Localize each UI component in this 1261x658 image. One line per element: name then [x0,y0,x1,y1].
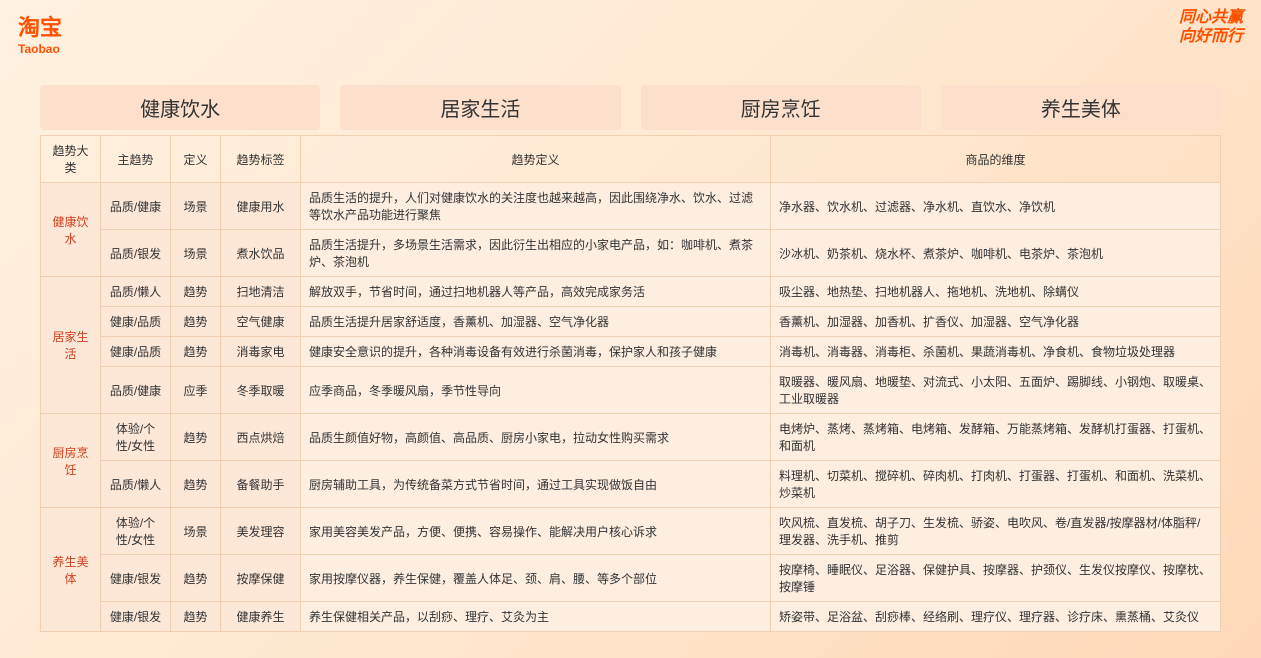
main-trend-cell: 健康/品质 [101,337,171,367]
table-header-row: 趋势大类 主趋势 定义 趋势标签 趋势定义 商品的维度 [41,136,1221,183]
table-row: 健康/银发趋势健康养生养生保健相关产品，以刮痧、理疗、艾灸为主矫姿带、足浴盆、刮… [41,602,1221,632]
trend-tag-cell: 健康养生 [221,602,301,632]
main-trend-cell: 品质/健康 [101,367,171,414]
th-category: 趋势大类 [41,136,101,183]
definition-cell: 趋势 [171,461,221,508]
tab-home-living[interactable]: 居家生活 [340,85,620,130]
main-trend-cell: 健康/银发 [101,602,171,632]
tab-kitchen[interactable]: 厨房烹饪 [641,85,921,130]
definition-cell: 趋势 [171,414,221,461]
table-row: 品质/懒人趋势备餐助手厨房辅助工具，为传统备菜方式节省时间，通过工具实现做饭自由… [41,461,1221,508]
tagline-line2: 向好而行 [1179,27,1243,46]
table-row: 品质/银发场景煮水饮品品质生活提升，多场景生活需求，因此衍生出相应的小家电产品，… [41,230,1221,277]
th-trend-desc: 趋势定义 [301,136,771,183]
product-cell: 吸尘器、地热垫、扫地机器人、拖地机、洗地机、除螨仪 [771,277,1221,307]
table-row: 品质/健康应季冬季取暖应季商品，冬季暖风扇，季节性导向取暖器、暖风扇、地暖垫、对… [41,367,1221,414]
trend-tag-cell: 备餐助手 [221,461,301,508]
main-trend-cell: 品质/懒人 [101,277,171,307]
definition-cell: 场景 [171,230,221,277]
main-trend-cell: 体验/个性/女性 [101,414,171,461]
main-trend-cell: 体验/个性/女性 [101,508,171,555]
product-cell: 吹风梳、直发梳、胡子刀、生发梳、骄姿、电吹风、卷/直发器/按摩器材/体脂秤/理发… [771,508,1221,555]
tagline-line1: 同心共赢 [1179,8,1243,27]
table-row: 健康/品质趋势消毒家电健康安全意识的提升，各种消毒设备有效进行杀菌消毒，保护家人… [41,337,1221,367]
trend-tag-cell: 健康用水 [221,183,301,230]
trend-tag-cell: 美发理容 [221,508,301,555]
category-cell: 居家生活 [41,277,101,414]
category-cell: 健康饮水 [41,183,101,277]
trend-desc-cell: 应季商品，冬季暖风扇，季节性导向 [301,367,771,414]
trend-table: 趋势大类 主趋势 定义 趋势标签 趋势定义 商品的维度 健康饮水品质/健康场景健… [40,135,1221,632]
trend-desc-cell: 品质生活的提升，人们对健康饮水的关注度也越来越高，因此围绕净水、饮水、过滤等饮水… [301,183,771,230]
trend-tag-cell: 冬季取暖 [221,367,301,414]
logo-cn: 淘宝 [18,10,62,42]
product-cell: 料理机、切菜机、搅碎机、碎肉机、打肉机、打蛋器、打蛋机、和面机、洗菜机、炒菜机 [771,461,1221,508]
category-cell: 厨房烹饪 [41,414,101,508]
main-trend-cell: 品质/懒人 [101,461,171,508]
product-cell: 净水器、饮水机、过滤器、净水机、直饮水、净饮机 [771,183,1221,230]
trend-desc-cell: 养生保健相关产品，以刮痧、理疗、艾灸为主 [301,602,771,632]
trend-desc-cell: 厨房辅助工具，为传统备菜方式节省时间，通过工具实现做饭自由 [301,461,771,508]
th-product-dim: 商品的维度 [771,136,1221,183]
trend-tag-cell: 按摩保健 [221,555,301,602]
product-cell: 取暖器、暖风扇、地暖垫、对流式、小太阳、五面炉、踢脚线、小钢炮、取暖桌、工业取暖… [771,367,1221,414]
trend-tag-cell: 煮水饮品 [221,230,301,277]
table-row: 健康/银发趋势按摩保健家用按摩仪器，养生保健，覆盖人体足、颈、肩、腰、等多个部位… [41,555,1221,602]
logo-en: Taobao [18,42,62,56]
main-trend-cell: 健康/品质 [101,307,171,337]
category-tabs: 健康饮水 居家生活 厨房烹饪 养生美体 [40,85,1221,130]
trend-desc-cell: 品质生颜值好物，高颜值、高品质、厨房小家电，拉动女性购买需求 [301,414,771,461]
product-cell: 电烤炉、蒸烤、蒸烤箱、电烤箱、发酵箱、万能蒸烤箱、发酵机打蛋器、打蛋机、和面机 [771,414,1221,461]
table-body: 健康饮水品质/健康场景健康用水品质生活的提升，人们对健康饮水的关注度也越来越高，… [41,183,1221,632]
definition-cell: 应季 [171,367,221,414]
tab-health-water[interactable]: 健康饮水 [40,85,320,130]
trend-tag-cell: 西点烘焙 [221,414,301,461]
product-cell: 消毒机、消毒器、消毒柜、杀菌机、果蔬消毒机、净食机、食物垃圾处理器 [771,337,1221,367]
main-trend-cell: 健康/银发 [101,555,171,602]
logo: 淘宝 Taobao [18,10,62,56]
tagline: 同心共赢 向好而行 [1179,8,1243,46]
th-definition: 定义 [171,136,221,183]
main-trend-cell: 品质/健康 [101,183,171,230]
table-row: 健康/品质趋势空气健康品质生活提升居家舒适度，香薰机、加湿器、空气净化器香薰机、… [41,307,1221,337]
trend-desc-cell: 健康安全意识的提升，各种消毒设备有效进行杀菌消毒，保护家人和孩子健康 [301,337,771,367]
trend-desc-cell: 解放双手，节省时间，通过扫地机器人等产品，高效完成家务活 [301,277,771,307]
trend-desc-cell: 家用美容美发产品，方便、便携、容易操作、能解决用户核心诉求 [301,508,771,555]
product-cell: 沙冰机、奶茶机、烧水杯、煮茶炉、咖啡机、电茶炉、茶泡机 [771,230,1221,277]
tab-wellness[interactable]: 养生美体 [941,85,1221,130]
definition-cell: 场景 [171,508,221,555]
definition-cell: 趋势 [171,602,221,632]
category-cell: 养生美体 [41,508,101,632]
trend-desc-cell: 品质生活提升，多场景生活需求，因此衍生出相应的小家电产品，如：咖啡机、煮茶炉、茶… [301,230,771,277]
trend-tag-cell: 扫地清洁 [221,277,301,307]
product-cell: 矫姿带、足浴盆、刮痧棒、经络刷、理疗仪、理疗器、诊疗床、熏蒸桶、艾灸仪 [771,602,1221,632]
th-main-trend: 主趋势 [101,136,171,183]
product-cell: 香薰机、加湿器、加香机、扩香仪、加湿器、空气净化器 [771,307,1221,337]
definition-cell: 趋势 [171,277,221,307]
trend-desc-cell: 品质生活提升居家舒适度，香薰机、加湿器、空气净化器 [301,307,771,337]
table-row: 养生美体体验/个性/女性场景美发理容家用美容美发产品，方便、便携、容易操作、能解… [41,508,1221,555]
table-row: 厨房烹饪体验/个性/女性趋势西点烘焙品质生颜值好物，高颜值、高品质、厨房小家电，… [41,414,1221,461]
th-trend-tag: 趋势标签 [221,136,301,183]
definition-cell: 趋势 [171,337,221,367]
product-cell: 按摩椅、睡眠仪、足浴器、保健护具、按摩器、护颈仪、生发仪按摩仪、按摩枕、按摩锤 [771,555,1221,602]
definition-cell: 趋势 [171,307,221,337]
trend-table-wrap: 趋势大类 主趋势 定义 趋势标签 趋势定义 商品的维度 健康饮水品质/健康场景健… [40,135,1221,632]
trend-desc-cell: 家用按摩仪器，养生保健，覆盖人体足、颈、肩、腰、等多个部位 [301,555,771,602]
table-row: 健康饮水品质/健康场景健康用水品质生活的提升，人们对健康饮水的关注度也越来越高，… [41,183,1221,230]
main-trend-cell: 品质/银发 [101,230,171,277]
definition-cell: 场景 [171,183,221,230]
trend-tag-cell: 空气健康 [221,307,301,337]
table-row: 居家生活品质/懒人趋势扫地清洁解放双手，节省时间，通过扫地机器人等产品，高效完成… [41,277,1221,307]
definition-cell: 趋势 [171,555,221,602]
trend-tag-cell: 消毒家电 [221,337,301,367]
